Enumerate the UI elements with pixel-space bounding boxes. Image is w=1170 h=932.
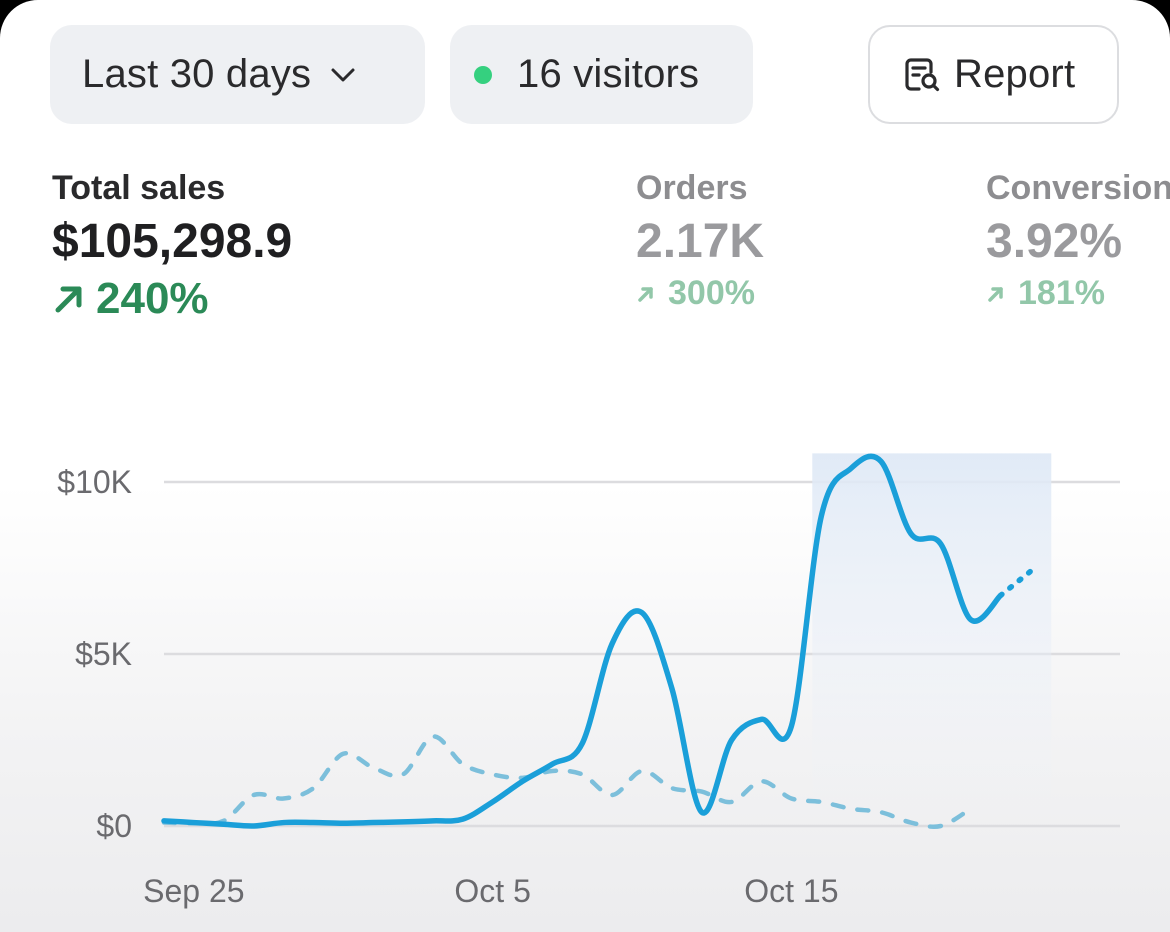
date-range-button[interactable]: Last 30 days xyxy=(50,25,425,124)
report-label: Report xyxy=(954,52,1076,96)
arrow-up-right-icon xyxy=(52,282,86,316)
y-tick-label: $0 xyxy=(96,808,132,844)
x-tick-label: Oct 5 xyxy=(454,873,530,909)
metric-label: Conversion xyxy=(986,169,1170,207)
metric-delta: 300% xyxy=(636,274,764,313)
arrow-up-right-icon xyxy=(986,284,1006,304)
x-tick-label: Oct 15 xyxy=(744,873,838,909)
chevron-down-icon xyxy=(329,66,357,84)
metric-conversion[interactable]: Conversion 3.92% 181% xyxy=(986,168,1170,313)
metric-orders[interactable]: Orders 2.17K 300% xyxy=(636,168,764,313)
metric-total-sales[interactable]: Total sales $105,298.9 240% xyxy=(52,168,292,324)
series-line-projection xyxy=(997,568,1034,599)
series-line-current xyxy=(161,453,1004,829)
series-line-comparison xyxy=(161,734,973,830)
arrow-up-right-icon xyxy=(636,284,656,304)
metric-label: Total sales xyxy=(52,169,226,207)
y-tick-label: $10K xyxy=(57,464,132,500)
report-search-icon xyxy=(902,55,942,95)
metric-delta: 240% xyxy=(52,274,292,324)
metric-value: $105,298.9 xyxy=(52,215,293,268)
metric-delta: 181% xyxy=(986,274,1170,313)
y-tick-label: $5K xyxy=(75,636,132,672)
x-tick-label: Sep 25 xyxy=(143,873,244,909)
live-dot-icon xyxy=(474,65,492,84)
report-button[interactable]: Report xyxy=(868,25,1119,124)
visitors-label: 16 visitors xyxy=(517,52,700,96)
metric-label: Orders xyxy=(636,169,748,207)
metric-value: 3.92% xyxy=(986,215,1123,268)
highlight-area xyxy=(812,453,1052,826)
metric-value: 2.17K xyxy=(636,215,765,268)
metric-delta-value: 300% xyxy=(668,274,755,312)
date-range-label: Last 30 days xyxy=(82,52,312,96)
metric-delta-value: 240% xyxy=(96,274,209,323)
live-visitors-badge[interactable]: 16 visitors xyxy=(450,25,753,124)
metric-delta-value: 181% xyxy=(1018,274,1105,312)
